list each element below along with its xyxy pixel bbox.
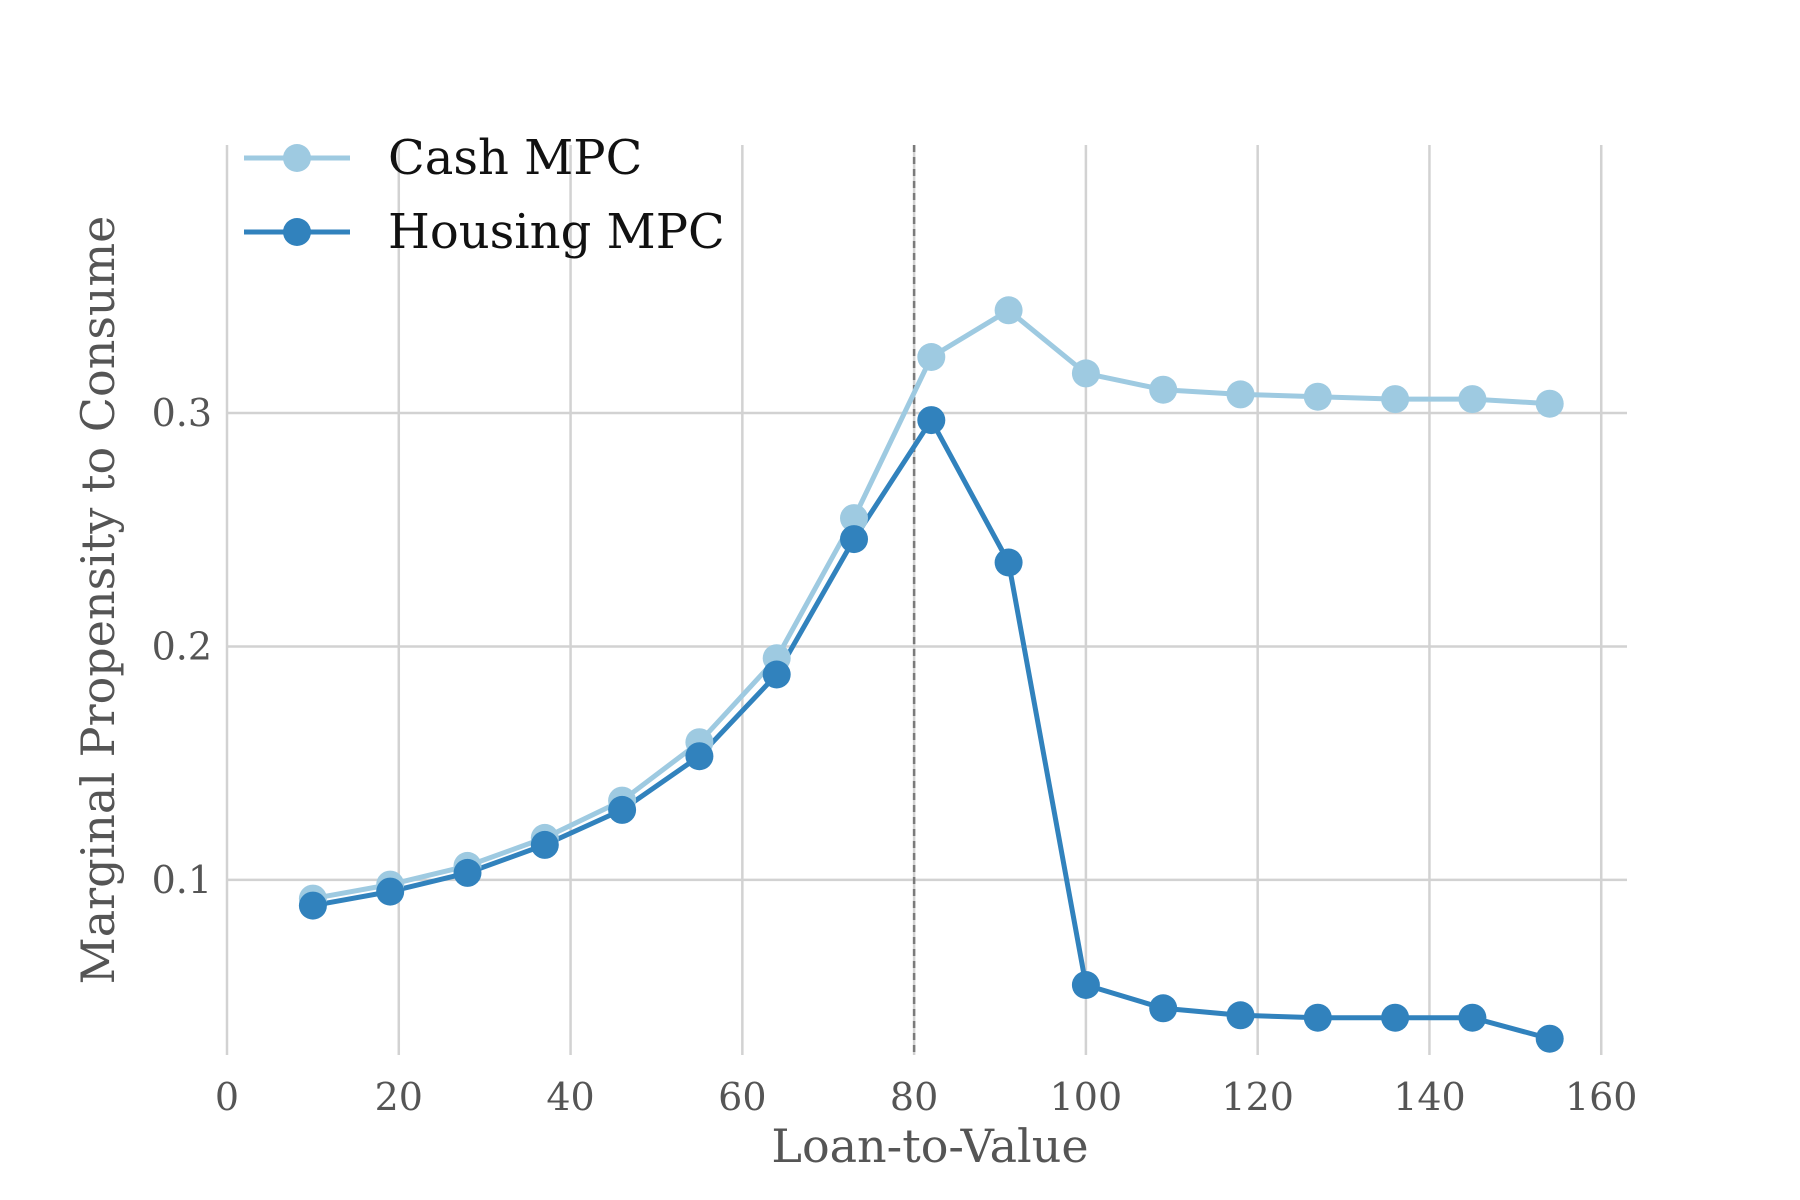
x-tick-label-60: 60 (718, 1075, 766, 1119)
data-point-cash-mpc-127 (1303, 382, 1332, 411)
legend-marker-housing-mpc (283, 218, 311, 246)
legend: Cash MPC Housing MPC (244, 130, 725, 260)
y-tick-label-0-3: 0.3 (152, 391, 212, 435)
data-point-housing-mpc-19 (376, 877, 405, 906)
x-tick-label-40: 40 (546, 1075, 594, 1119)
data-point-housing-mpc-64 (762, 660, 791, 689)
x-tick-label-120: 120 (1221, 1075, 1294, 1119)
series-line-housing-mpc (312, 417, 1551, 1042)
data-point-housing-mpc-37 (530, 830, 559, 859)
data-point-cash-mpc-154 (1535, 389, 1564, 418)
data-point-housing-mpc-154 (1535, 1024, 1564, 1053)
data-point-housing-mpc-100 (1071, 971, 1100, 999)
x-tick-label-0: 0 (215, 1075, 239, 1119)
data-point-housing-mpc-145 (1458, 1003, 1487, 1032)
data-point-cash-mpc-109 (1149, 375, 1178, 404)
data-point-housing-mpc-55 (685, 742, 714, 771)
data-point-housing-mpc-91 (994, 548, 1023, 577)
grid (225, 145, 1627, 1055)
data-point-cash-mpc-118 (1226, 380, 1255, 409)
y-axis-ticks: 0.1 0.2 0.3 (152, 391, 212, 902)
series-points (298, 296, 1564, 1053)
y-axis-title: Marginal Propensity to Consume (71, 216, 125, 985)
y-tick-label-0-2: 0.2 (152, 624, 212, 668)
legend-marker-cash-mpc (283, 144, 311, 172)
x-tick-label-80: 80 (890, 1075, 938, 1119)
series-line-cash-mpc (312, 307, 1550, 902)
data-point-housing-mpc-136 (1381, 1003, 1410, 1032)
data-point-housing-mpc-82 (917, 406, 946, 435)
x-tick-label-140: 140 (1393, 1075, 1466, 1119)
legend-entry-cash-mpc: Cash MPC (244, 130, 642, 186)
x-tick-label-100: 100 (1050, 1075, 1123, 1119)
x-axis-ticks: 0 20 40 60 80 100 120 140 160 (215, 1075, 1638, 1119)
data-point-housing-mpc-46 (608, 795, 637, 824)
data-point-cash-mpc-136 (1381, 385, 1410, 414)
data-point-cash-mpc-91 (994, 296, 1023, 325)
x-axis-title: Loan-to-Value (771, 1119, 1088, 1173)
data-point-cash-mpc-145 (1458, 385, 1487, 414)
data-point-housing-mpc-28 (453, 858, 482, 887)
data-point-cash-mpc-100 (1071, 359, 1100, 388)
x-tick-label-20: 20 (375, 1075, 423, 1119)
data-point-housing-mpc-73 (840, 525, 868, 554)
legend-label-housing-mpc: Housing MPC (388, 204, 725, 260)
data-point-cash-mpc-82 (917, 343, 946, 371)
data-point-housing-mpc-10 (298, 891, 327, 920)
data-point-housing-mpc-127 (1303, 1003, 1332, 1032)
legend-label-cash-mpc: Cash MPC (388, 130, 642, 186)
y-tick-label-0-1: 0.1 (152, 858, 212, 902)
x-tick-label-160: 160 (1565, 1075, 1638, 1119)
data-point-housing-mpc-118 (1226, 1001, 1255, 1030)
data-point-housing-mpc-109 (1149, 994, 1178, 1023)
data-point-cash-mpc-73 (840, 504, 868, 533)
legend-entry-housing-mpc: Housing MPC (244, 204, 725, 260)
